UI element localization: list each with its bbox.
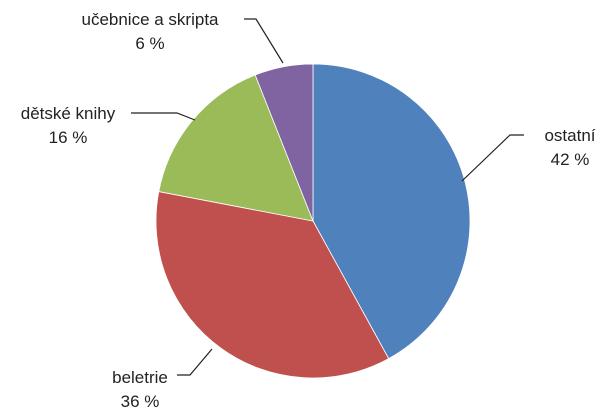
pie-slice-detske-knihy	[158, 74, 314, 222]
pie-slice-beletrie	[155, 191, 390, 379]
slice-label-ucebnice: učebnice a skripta	[81, 10, 219, 29]
leader-line-ostatni	[461, 134, 524, 182]
leader-line-ucebnice	[244, 18, 284, 64]
slice-value-ucebnice: 6 %	[135, 34, 164, 53]
slice-value-ostatni: 42 %	[551, 150, 590, 169]
slice-value-beletrie: 36 %	[121, 392, 160, 411]
leader-line-beletrie	[177, 348, 213, 376]
slice-value-detske-knihy: 16 %	[49, 128, 88, 147]
pie-slices	[155, 63, 471, 379]
pie-slice-ucebnice-a-skripta	[254, 63, 314, 222]
slice-label-ostatni: ostatní	[544, 126, 595, 145]
slice-label-beletrie: beletrie	[112, 368, 168, 387]
leader-line-detske-knihy	[131, 112, 196, 121]
pie-slice-ostatni	[312, 63, 471, 360]
pie-labels: ostatní 42 % beletrie 36 % dětské knihy …	[21, 10, 596, 411]
slice-label-detske-knihy: dětské knihy	[21, 104, 116, 123]
